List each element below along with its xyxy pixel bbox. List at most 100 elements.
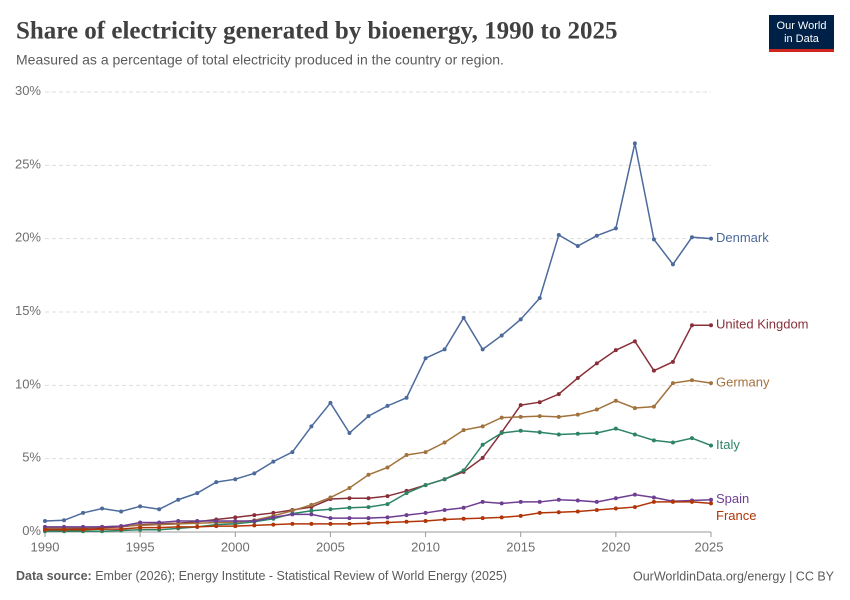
source: Data source: Ember (2026); Energy Instit… bbox=[16, 569, 507, 583]
series-line bbox=[45, 427, 712, 533]
data-point bbox=[651, 237, 656, 242]
data-point bbox=[347, 516, 352, 521]
data-point bbox=[594, 431, 599, 435]
data-point bbox=[423, 483, 428, 488]
legend-label: Denmark bbox=[716, 230, 769, 245]
data-point bbox=[214, 480, 219, 485]
data-point bbox=[328, 495, 333, 500]
x-tick-label: 2000 bbox=[221, 539, 250, 554]
data-point bbox=[157, 525, 162, 530]
data-point bbox=[461, 468, 466, 473]
data-point bbox=[480, 516, 485, 521]
data-point bbox=[309, 502, 314, 507]
data-point bbox=[518, 499, 523, 504]
data-point bbox=[670, 499, 675, 504]
data-point bbox=[556, 392, 561, 397]
data-point bbox=[195, 524, 200, 529]
data-point bbox=[100, 506, 105, 511]
legend-label: Spain bbox=[716, 491, 749, 506]
source-text: Ember (2026); Energy Institute - Statist… bbox=[95, 569, 507, 583]
data-point bbox=[176, 497, 181, 502]
y-tick-label: 30% bbox=[15, 83, 41, 98]
data-point bbox=[119, 524, 124, 529]
data-point bbox=[537, 414, 542, 419]
data-point bbox=[233, 477, 238, 482]
data-point bbox=[537, 499, 542, 504]
y-tick-label: 0% bbox=[22, 523, 41, 538]
data-point bbox=[195, 519, 200, 523]
data-point bbox=[347, 486, 352, 490]
data-point bbox=[709, 501, 713, 506]
data-point bbox=[252, 519, 257, 523]
data-point bbox=[81, 510, 86, 515]
series-line bbox=[44, 143, 712, 522]
data-point bbox=[689, 323, 694, 328]
data-point bbox=[613, 506, 618, 511]
legend-label: Italy bbox=[716, 437, 740, 452]
data-point bbox=[366, 496, 371, 501]
data-point bbox=[537, 510, 542, 515]
data-point bbox=[461, 315, 466, 320]
data-point bbox=[252, 471, 257, 476]
data-point bbox=[518, 414, 523, 419]
series-line bbox=[45, 379, 712, 529]
footer-link[interactable]: OurWorldinData.org/energy | CC BY bbox=[633, 569, 835, 583]
data-point bbox=[575, 244, 580, 248]
data-point bbox=[195, 491, 200, 496]
data-point bbox=[442, 517, 447, 522]
data-point bbox=[518, 317, 523, 322]
data-point bbox=[442, 477, 447, 482]
data-point bbox=[689, 436, 694, 441]
data-point bbox=[632, 141, 637, 146]
data-point bbox=[347, 521, 352, 526]
chart-subtitle: Measured as a percentage of total electr… bbox=[16, 52, 504, 68]
data-point bbox=[670, 381, 675, 386]
data-point bbox=[556, 510, 561, 515]
data-point bbox=[556, 432, 561, 437]
data-point bbox=[366, 505, 371, 510]
data-point bbox=[404, 491, 409, 496]
data-point bbox=[651, 368, 656, 373]
data-point bbox=[138, 525, 143, 530]
data-point bbox=[537, 296, 542, 301]
data-point bbox=[613, 398, 618, 403]
data-point bbox=[575, 412, 580, 417]
data-point bbox=[176, 519, 181, 523]
data-point bbox=[423, 450, 428, 455]
data-point bbox=[43, 527, 47, 532]
data-point bbox=[670, 359, 675, 364]
data-point bbox=[499, 415, 504, 420]
data-point bbox=[480, 499, 485, 504]
data-point bbox=[176, 521, 181, 526]
data-point bbox=[328, 516, 333, 521]
data-point bbox=[366, 516, 371, 521]
data-point bbox=[404, 453, 409, 457]
data-point bbox=[62, 527, 67, 532]
data-point bbox=[499, 333, 504, 338]
data-point bbox=[366, 472, 371, 477]
data-point bbox=[62, 524, 67, 529]
data-point bbox=[613, 496, 618, 501]
x-tick-label: 2010 bbox=[411, 539, 440, 554]
data-point bbox=[670, 440, 675, 445]
data-point bbox=[423, 510, 428, 515]
data-point bbox=[651, 438, 656, 443]
source-label: Data source: bbox=[16, 569, 92, 583]
logo-text: Our World bbox=[777, 20, 827, 32]
data-point bbox=[575, 509, 580, 514]
data-point bbox=[613, 348, 618, 353]
data-point bbox=[423, 519, 428, 523]
data-point bbox=[309, 512, 314, 517]
data-point bbox=[309, 424, 314, 429]
data-point bbox=[594, 499, 599, 504]
logo-bar bbox=[769, 49, 834, 52]
data-point bbox=[537, 400, 542, 405]
data-point bbox=[271, 522, 276, 527]
data-point bbox=[480, 455, 485, 460]
data-point bbox=[328, 507, 333, 512]
logo[interactable]: Our World in Data bbox=[769, 15, 834, 52]
logo-text: in Data bbox=[784, 33, 820, 45]
data-point bbox=[461, 516, 466, 521]
x-tick-label: 2025 bbox=[695, 539, 724, 554]
